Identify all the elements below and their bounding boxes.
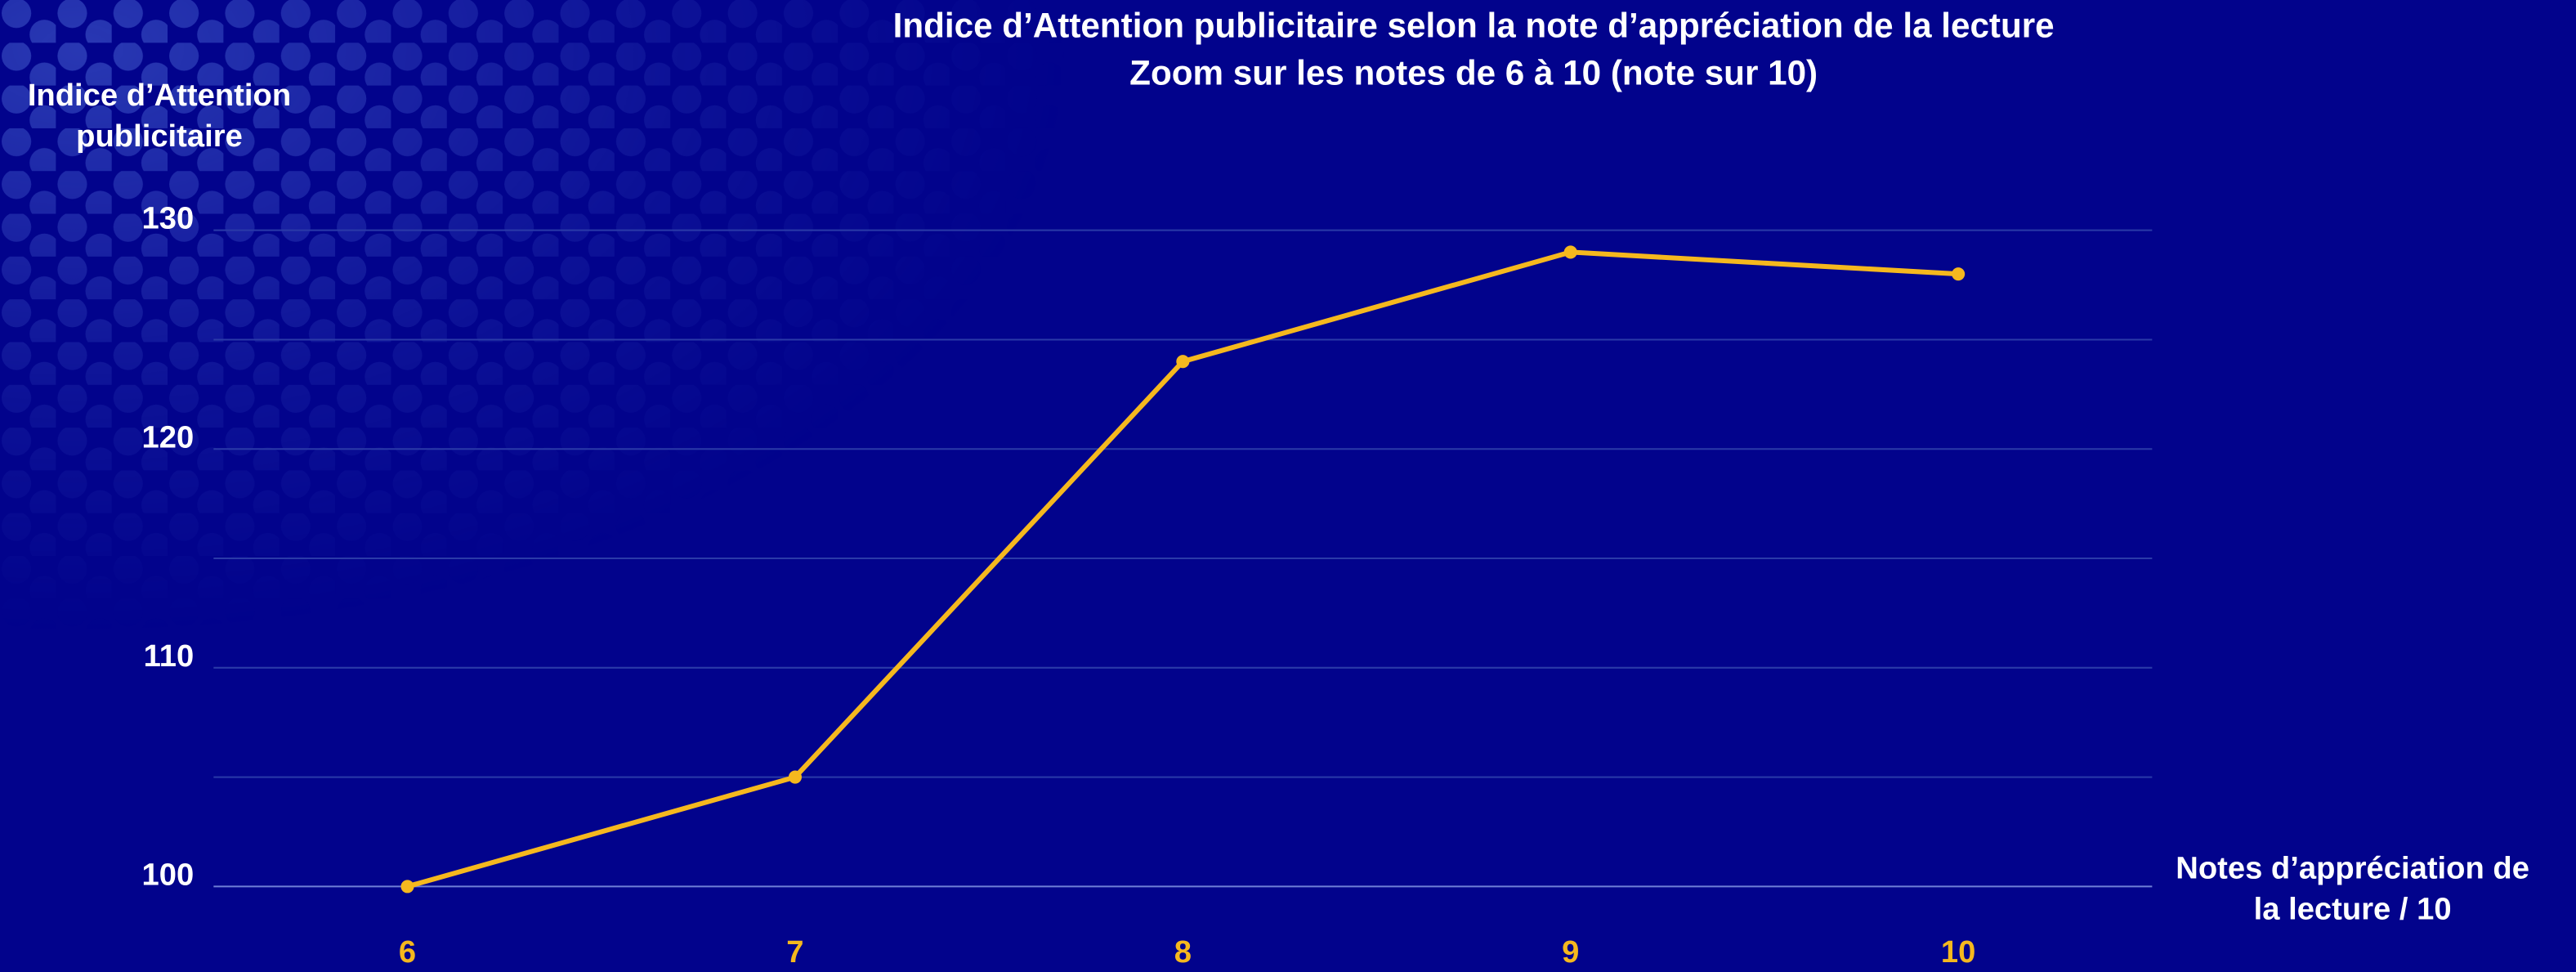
x-axis-label: Notes d’appréciation de — [2176, 850, 2529, 885]
y-tick-label: 110 — [144, 638, 195, 674]
point — [1563, 245, 1577, 259]
x-tick-label: 9 — [1562, 934, 1579, 970]
chart-title: Indice d’Attention publicitaire selon la… — [893, 6, 2055, 44]
chart-subtitle: Zoom sur les notes de 6 à 10 (note sur 1… — [1129, 54, 1818, 92]
y-tick-label: 100 — [142, 857, 195, 892]
x-axis-label: la lecture / 10 — [2254, 892, 2452, 927]
y-axis-label: Indice d’Attention — [28, 78, 291, 113]
y-axis-label: publicitaire — [76, 119, 243, 154]
point — [400, 880, 414, 894]
y-tick-label: 130 — [142, 201, 195, 236]
point — [1952, 267, 1966, 281]
x-tick-label: 7 — [786, 934, 803, 970]
y-tick-label: 120 — [142, 419, 195, 455]
x-tick-label: 6 — [399, 934, 416, 970]
point — [1176, 355, 1190, 369]
dot-decoration — [0, 0, 1644, 972]
x-tick-label: 8 — [1174, 934, 1192, 970]
point — [788, 770, 802, 784]
x-tick-label: 10 — [1941, 934, 1975, 970]
